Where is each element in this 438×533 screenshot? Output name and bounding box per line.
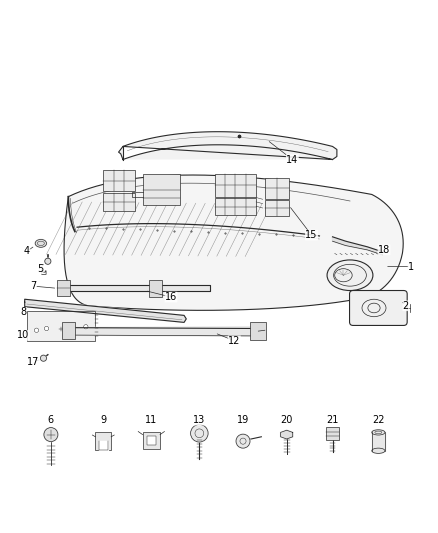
Text: 2: 2 — [403, 301, 409, 311]
Text: 19: 19 — [237, 415, 249, 425]
FancyBboxPatch shape — [103, 193, 135, 211]
Circle shape — [34, 328, 39, 333]
Polygon shape — [99, 441, 108, 450]
Text: 9: 9 — [100, 415, 106, 425]
FancyBboxPatch shape — [143, 174, 180, 205]
Circle shape — [236, 434, 250, 448]
Text: 18: 18 — [378, 245, 390, 255]
FancyBboxPatch shape — [95, 432, 111, 450]
Circle shape — [40, 355, 46, 361]
FancyBboxPatch shape — [103, 171, 135, 191]
Ellipse shape — [372, 448, 385, 454]
Polygon shape — [64, 285, 210, 291]
Text: 22: 22 — [372, 415, 385, 425]
Text: 11: 11 — [145, 415, 157, 425]
FancyBboxPatch shape — [265, 200, 289, 216]
FancyBboxPatch shape — [149, 280, 162, 297]
Circle shape — [45, 258, 51, 264]
Polygon shape — [25, 299, 186, 322]
Polygon shape — [119, 132, 337, 159]
Text: 4: 4 — [24, 246, 30, 256]
FancyBboxPatch shape — [215, 174, 256, 197]
FancyBboxPatch shape — [326, 427, 339, 440]
Polygon shape — [64, 327, 258, 336]
Polygon shape — [64, 175, 403, 310]
Text: 16: 16 — [165, 292, 177, 302]
FancyBboxPatch shape — [57, 280, 70, 296]
Text: 6: 6 — [48, 415, 54, 425]
Ellipse shape — [327, 260, 373, 290]
FancyBboxPatch shape — [62, 322, 75, 339]
Text: 1: 1 — [408, 262, 414, 271]
FancyBboxPatch shape — [143, 432, 160, 449]
Text: 8: 8 — [20, 308, 26, 317]
Polygon shape — [372, 432, 385, 451]
FancyBboxPatch shape — [265, 178, 289, 199]
Text: 20: 20 — [280, 415, 293, 425]
Circle shape — [191, 425, 208, 442]
Ellipse shape — [372, 430, 385, 435]
Ellipse shape — [35, 239, 46, 247]
Text: 14: 14 — [286, 155, 298, 165]
Circle shape — [44, 326, 49, 330]
FancyBboxPatch shape — [350, 290, 407, 326]
Text: 13: 13 — [193, 415, 205, 425]
Text: 12: 12 — [228, 336, 240, 346]
FancyBboxPatch shape — [147, 436, 155, 445]
Text: 21: 21 — [326, 415, 339, 425]
Text: 5: 5 — [37, 264, 43, 273]
FancyBboxPatch shape — [27, 311, 95, 341]
Text: 10: 10 — [17, 330, 29, 341]
FancyBboxPatch shape — [215, 198, 256, 215]
Polygon shape — [332, 237, 383, 255]
FancyBboxPatch shape — [250, 322, 266, 340]
Text: 17: 17 — [27, 357, 39, 367]
Circle shape — [44, 427, 58, 441]
Text: 7: 7 — [30, 281, 36, 291]
Circle shape — [84, 325, 88, 329]
Text: 15: 15 — [305, 230, 318, 240]
Polygon shape — [281, 430, 293, 439]
